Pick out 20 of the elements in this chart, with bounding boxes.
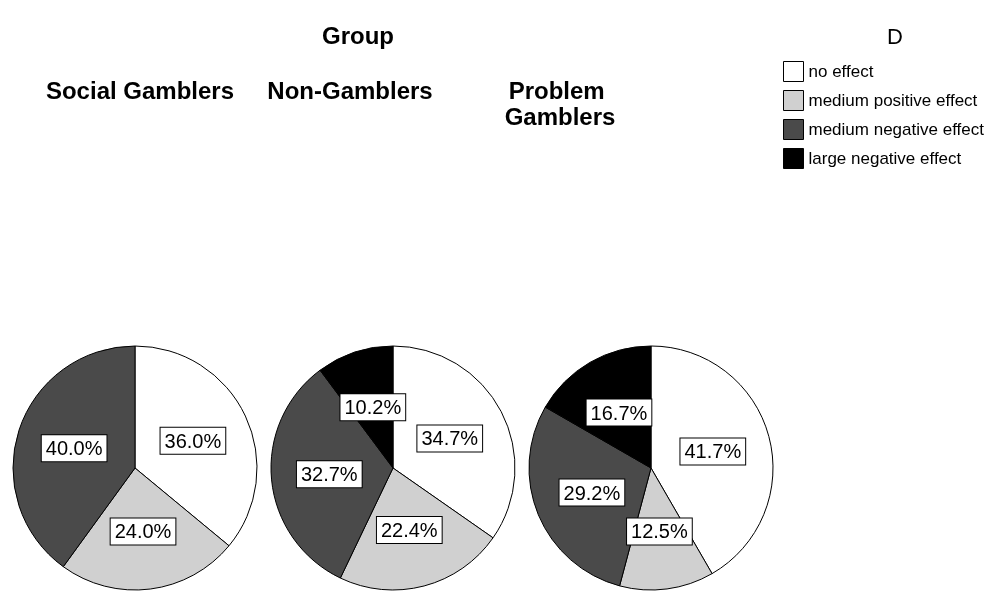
legend-label: medium positive effect xyxy=(808,91,978,110)
data-label: 40.0% xyxy=(45,437,103,460)
slice-label: Problem Gamblers xyxy=(504,76,616,130)
chart-title: Group xyxy=(322,21,394,49)
legend-label: no effect xyxy=(808,62,874,81)
data-label: 22.4% xyxy=(380,518,438,541)
slice-label: Social Gamblers xyxy=(45,76,235,104)
data-label: 41.7% xyxy=(684,440,742,463)
data-label: 32.7% xyxy=(300,463,358,486)
data-label: 34.7% xyxy=(421,427,479,450)
data-label: 29.2% xyxy=(563,481,621,504)
data-label: 24.0% xyxy=(114,520,172,543)
legend-label: medium negative effect xyxy=(808,120,985,139)
slice-label: Non-Gamblers xyxy=(267,76,433,104)
legend-label: large negative effect xyxy=(808,149,962,168)
data-label: 36.0% xyxy=(164,429,222,452)
data-label: 16.7% xyxy=(590,401,648,424)
data-label: 12.5% xyxy=(631,520,688,543)
data-label: 10.2% xyxy=(344,396,402,419)
legend-title: D xyxy=(887,23,903,49)
